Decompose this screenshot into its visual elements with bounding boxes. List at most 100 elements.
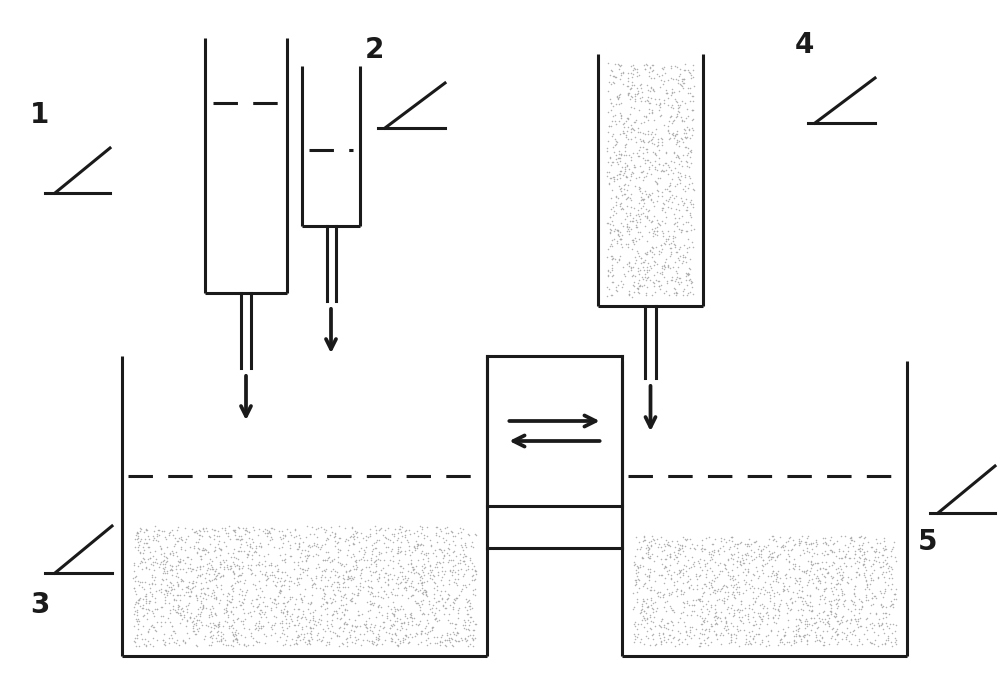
- Point: [839, 577, 855, 588]
- Point: [317, 572, 333, 582]
- Point: [826, 538, 842, 549]
- Point: [799, 634, 815, 645]
- Point: [728, 584, 744, 595]
- Point: [611, 64, 627, 75]
- Point: [398, 629, 414, 640]
- Point: [778, 569, 794, 580]
- Point: [658, 233, 674, 244]
- Point: [256, 608, 272, 619]
- Point: [148, 553, 164, 564]
- Point: [161, 527, 177, 538]
- Point: [276, 604, 292, 615]
- Point: [138, 563, 154, 574]
- Point: [818, 582, 834, 593]
- Point: [696, 555, 712, 565]
- Point: [221, 595, 237, 606]
- Point: [716, 595, 732, 606]
- Point: [153, 543, 169, 554]
- Point: [605, 171, 621, 182]
- Point: [313, 610, 329, 620]
- Point: [746, 553, 762, 564]
- Point: [319, 602, 335, 613]
- Point: [336, 617, 352, 628]
- Point: [650, 190, 666, 201]
- Point: [169, 635, 185, 645]
- Point: [278, 635, 294, 646]
- Point: [314, 565, 330, 576]
- Point: [629, 83, 645, 94]
- Point: [660, 624, 676, 635]
- Point: [218, 602, 234, 613]
- Point: [178, 566, 194, 577]
- Point: [420, 626, 436, 637]
- Point: [251, 608, 267, 619]
- Point: [834, 590, 850, 601]
- Point: [147, 624, 163, 635]
- Point: [647, 93, 663, 104]
- Point: [800, 555, 816, 566]
- Point: [818, 563, 834, 574]
- Point: [194, 530, 210, 541]
- Point: [427, 637, 443, 648]
- Point: [657, 68, 673, 79]
- Point: [350, 634, 366, 645]
- Point: [656, 622, 672, 633]
- Point: [444, 567, 460, 578]
- Point: [878, 558, 894, 569]
- Point: [197, 589, 213, 599]
- Point: [188, 639, 204, 650]
- Point: [678, 156, 694, 167]
- Point: [822, 545, 838, 556]
- Point: [629, 632, 645, 643]
- Point: [628, 567, 644, 578]
- Point: [134, 563, 150, 574]
- Point: [353, 572, 369, 583]
- Point: [871, 620, 887, 631]
- Point: [847, 580, 863, 591]
- Point: [437, 603, 453, 614]
- Point: [885, 541, 901, 552]
- Point: [184, 578, 200, 589]
- Point: [628, 137, 644, 148]
- Point: [153, 587, 169, 598]
- Point: [737, 579, 753, 590]
- Point: [776, 584, 792, 595]
- Point: [716, 596, 732, 607]
- Point: [628, 173, 644, 184]
- Point: [268, 601, 284, 612]
- Point: [603, 159, 619, 170]
- Point: [707, 603, 723, 614]
- Point: [663, 156, 679, 167]
- Point: [139, 607, 155, 618]
- Point: [770, 626, 786, 637]
- Point: [222, 534, 238, 544]
- Point: [401, 544, 417, 555]
- Point: [267, 572, 283, 582]
- Point: [680, 64, 696, 75]
- Point: [312, 543, 328, 554]
- Point: [236, 546, 252, 557]
- Point: [657, 239, 673, 250]
- Point: [209, 570, 225, 580]
- Point: [155, 556, 171, 567]
- Point: [727, 593, 743, 604]
- Point: [137, 591, 153, 602]
- Point: [356, 629, 372, 639]
- Point: [605, 269, 621, 280]
- Point: [623, 224, 639, 235]
- Point: [431, 615, 447, 626]
- Point: [237, 590, 253, 601]
- Point: [692, 561, 708, 572]
- Point: [175, 606, 191, 617]
- Point: [451, 635, 467, 646]
- Point: [650, 136, 666, 147]
- Point: [183, 554, 199, 565]
- Point: [324, 527, 340, 538]
- Point: [864, 622, 880, 633]
- Point: [720, 555, 736, 565]
- Point: [639, 80, 655, 91]
- Point: [756, 600, 772, 611]
- Point: [815, 538, 831, 549]
- Point: [719, 604, 735, 615]
- Point: [402, 529, 418, 540]
